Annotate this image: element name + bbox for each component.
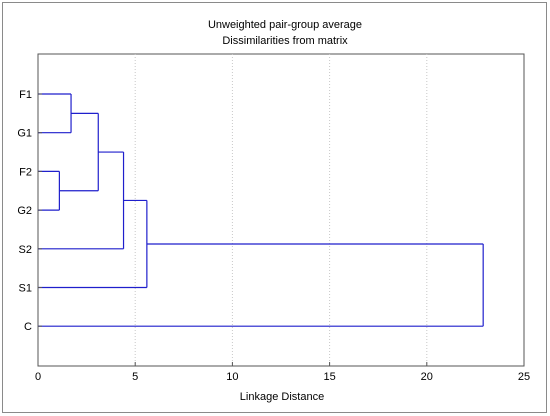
leaf-label-f1: F1 bbox=[19, 89, 32, 101]
leaf-label-c: C bbox=[24, 321, 32, 333]
grid-lines bbox=[134, 54, 428, 366]
leaf-label-g1: G1 bbox=[17, 128, 32, 140]
chart-frame bbox=[2, 2, 547, 413]
x-tick-label: 20 bbox=[421, 371, 433, 383]
leaf-label-g2: G2 bbox=[17, 205, 32, 217]
leaf-labels: F1 G1 F2 G2 S2 S1 C bbox=[17, 89, 42, 333]
leaf-label-s2: S2 bbox=[19, 244, 32, 256]
x-tick-label: 15 bbox=[323, 371, 335, 383]
leaf-label-s1: S1 bbox=[19, 283, 32, 295]
chart-title: Unweighted pair-group average bbox=[208, 19, 362, 31]
x-tick-label: 0 bbox=[35, 371, 41, 383]
plot-area bbox=[37, 53, 525, 367]
leaf-label-f2: F2 bbox=[19, 166, 32, 178]
x-axis-label: Linkage Distance bbox=[240, 391, 324, 403]
x-tick-label: 25 bbox=[518, 371, 530, 383]
x-tick-label: 5 bbox=[132, 371, 138, 383]
x-ticks: 0 5 10 15 20 25 bbox=[35, 362, 530, 383]
x-tick-label: 10 bbox=[226, 371, 238, 383]
dendrogram-links bbox=[38, 93, 484, 327]
chart-subtitle: Dissimilarities from matrix bbox=[222, 35, 348, 47]
